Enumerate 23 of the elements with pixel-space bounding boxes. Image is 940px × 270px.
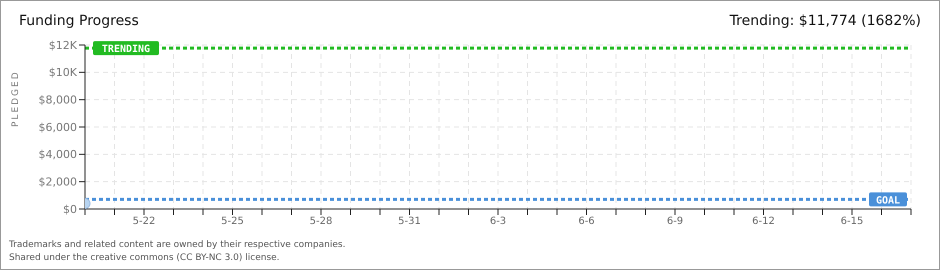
x-tick-label: 5-22 bbox=[132, 216, 156, 228]
x-tick-label: 5-25 bbox=[221, 216, 244, 228]
y-axis-title: PLEDGED bbox=[11, 70, 22, 127]
y-tick-label: $6,000 bbox=[38, 120, 77, 134]
y-tick-label: $4,000 bbox=[38, 148, 77, 162]
chart-title: Funding Progress bbox=[19, 13, 139, 29]
y-tick-label: $8,000 bbox=[38, 94, 77, 107]
x-tick-label: 5-31 bbox=[398, 216, 421, 228]
y-tick-label: $12K bbox=[48, 38, 78, 52]
x-tick-label: 6-6 bbox=[578, 216, 595, 228]
x-tick-label: 6-15 bbox=[840, 216, 864, 228]
x-tick-label: 6-3 bbox=[490, 216, 506, 228]
x-tick-label: 5-28 bbox=[310, 216, 332, 228]
ref-line-label: GOAL bbox=[876, 195, 900, 206]
text: Shared under the creative commons (CC BY-NC 3.0) license. bbox=[9, 252, 281, 265]
y-tick-label: $10K bbox=[48, 66, 78, 80]
ref-line-label: TRENDING bbox=[102, 44, 150, 56]
y-tick-label: $2,000 bbox=[38, 176, 77, 189]
x-tick-label: 6-12 bbox=[752, 216, 775, 228]
text: Trademarks and related content are owned by their respective companies. bbox=[9, 239, 346, 252]
x-tick-label: 6-9 bbox=[666, 216, 684, 228]
text: Trending: $11,774 (1682%) bbox=[730, 13, 921, 29]
y-tick-label: $0 bbox=[63, 202, 77, 216]
